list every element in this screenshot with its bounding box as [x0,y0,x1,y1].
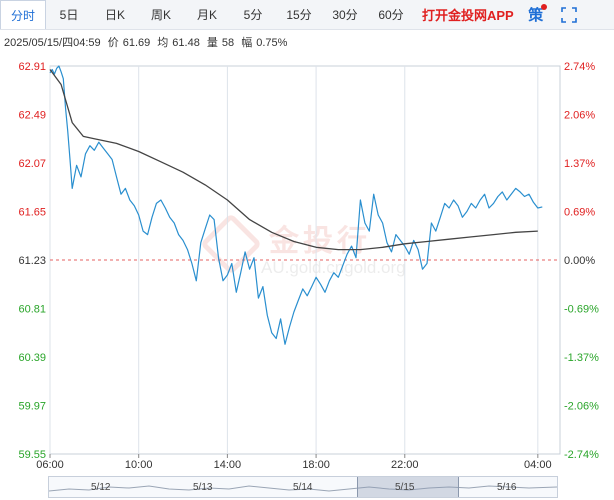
strategy-icon-glyph: 策 [528,7,544,24]
pct-tick-label: 1.37% [564,158,595,170]
navigator-label-5-13: 5/13 [193,482,213,493]
pct-tick-label: 0.69% [564,207,595,219]
average-line [49,69,538,251]
quote-info-line: 2025/05/15/四04:59 价 61.69 均 61.48 量 58 幅 0.7… [4,34,291,50]
change-value: 0.75% [256,37,288,49]
price-label: 价 [107,37,119,49]
tab-5min[interactable]: 5分 [243,8,263,22]
fullscreen-icon[interactable] [558,0,580,29]
y-tick-label: 61.23 [18,255,46,267]
navigator-label-5-15: 5/15 [395,482,415,493]
quote-datetime: 2025/05/15/四04:59 [4,37,101,49]
pct-tick-label: -2.74% [564,449,599,461]
tab-daily-k[interactable]: 日K [104,8,125,22]
tab-15min[interactable]: 15分 [286,8,312,22]
y-tick-label: 62.91 [18,61,46,73]
open-app-link[interactable]: 打开金投网APP [422,8,514,23]
price-value: 61.69 [122,37,151,49]
y-tick-label: 61.65 [18,207,46,219]
avg-value: 61.48 [172,37,200,49]
navigator-mini-line [49,485,557,492]
y-tick-label: 60.39 [18,352,46,364]
pct-tick-label: 0.00% [564,255,595,267]
y-tick-label: 62.49 [18,110,46,122]
x-tick-label: 14:00 [214,459,242,471]
x-tick-label: 18:00 [302,459,330,471]
notification-dot [540,4,547,10]
y-tick-label: 59.97 [18,401,46,413]
y-tick-label: 59.55 [18,449,46,461]
y-tick-label: 60.81 [18,304,46,316]
x-tick-label: 10:00 [125,459,153,471]
range-navigator[interactable]: 5/12 5/13 5/14 5/15 5/16 [48,476,558,498]
tab-weekly-k[interactable]: 周K [150,8,171,22]
fullscreen-glyph [560,6,577,23]
period-tabbar: 分时 5日 日K 周K 月K 5分 15分 30分 60分 打开金投网APP 策 [0,0,614,30]
tab-monthly-k[interactable]: 月K [196,8,217,22]
pct-tick-label: -0.69% [564,304,599,316]
tab-intraday[interactable]: 分时 [0,0,46,29]
volume-label: 量 [206,37,218,49]
pct-tick-label: -2.06% [564,401,599,413]
tab-30min[interactable]: 30分 [332,8,358,22]
pct-tick-label: 2.74% [564,61,595,73]
tab-60min[interactable]: 60分 [378,8,404,22]
navigator-label-5-16: 5/16 [497,482,517,493]
pct-tick-label: -1.37% [564,352,599,364]
pct-tick-label: 2.06% [564,110,595,122]
strategy-icon[interactable]: 策 [526,0,547,29]
avg-label: 均 [157,37,169,49]
x-tick-label: 06:00 [36,459,64,471]
volume-value: 58 [221,37,235,49]
change-label: 幅 [241,37,253,49]
tab-5day[interactable]: 5日 [59,8,79,22]
navigator-label-5-12: 5/12 [91,482,111,493]
navigator-selection[interactable] [357,477,459,497]
x-tick-label: 04:00 [524,459,552,471]
y-tick-label: 62.07 [18,158,46,170]
x-tick-label: 22:00 [391,459,419,471]
price-line [49,65,543,345]
navigator-label-5-14: 5/14 [293,482,313,493]
